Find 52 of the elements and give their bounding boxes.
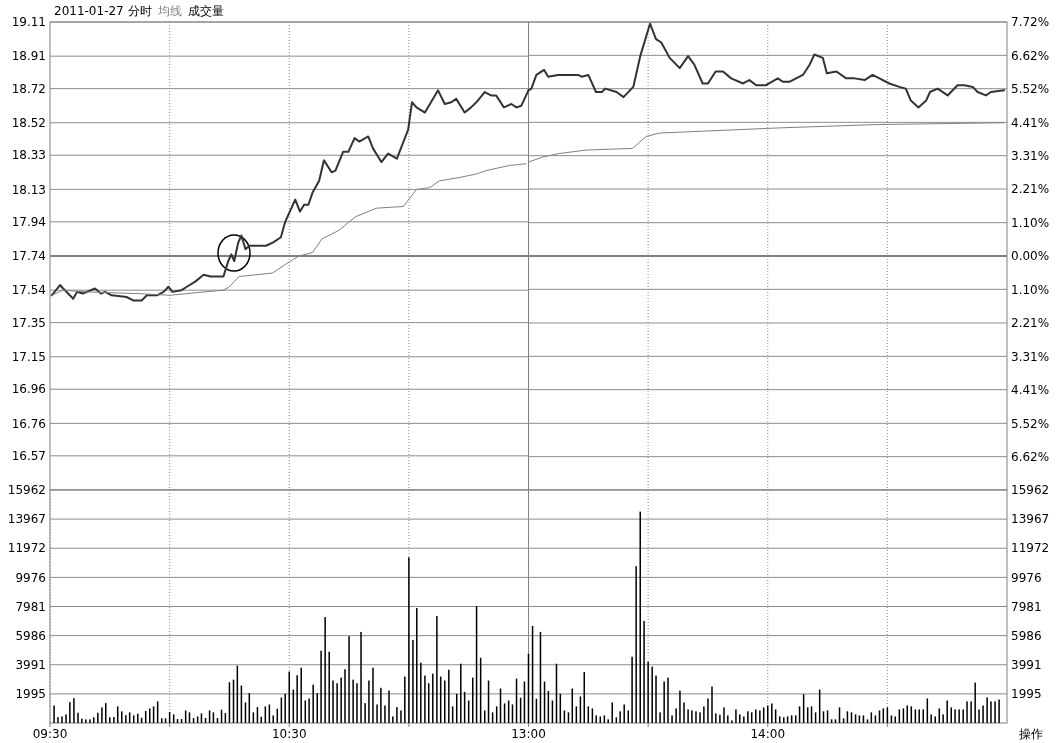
y-tick-label: 15962 bbox=[7, 483, 46, 498]
y-tick-label: 17.35 bbox=[11, 315, 46, 330]
y-tick-label: 11972 bbox=[1011, 541, 1050, 556]
chart-title: 2011-01-27 分时 bbox=[54, 4, 152, 18]
y2-tick-label: 2.21% bbox=[1011, 316, 1050, 331]
y2-tick-label: 7.72% bbox=[1011, 15, 1050, 30]
y2-tick-label: 4.41% bbox=[1011, 115, 1050, 130]
y2-tick-label: 2.21% bbox=[1011, 182, 1050, 197]
x-tick-label: 09:30 bbox=[32, 727, 68, 741]
y-tick-label: 17.15 bbox=[11, 349, 46, 364]
y-tick-label: 11972 bbox=[7, 541, 46, 556]
y2-tick-label: 3.31% bbox=[1011, 349, 1050, 364]
y-tick-label: 18.33 bbox=[11, 148, 46, 163]
y-tick-label: 17.74 bbox=[11, 249, 46, 264]
y2-tick-label: 1.10% bbox=[1011, 215, 1050, 230]
y-tick-label: 1995 bbox=[15, 687, 46, 702]
y2-tick-label: 1.10% bbox=[1011, 282, 1050, 297]
y-tick-label: 13967 bbox=[7, 512, 46, 527]
x-tick-label: 10:30 bbox=[271, 727, 307, 741]
y-tick-label: 18.13 bbox=[11, 182, 46, 197]
y-tick-label: 17.54 bbox=[11, 283, 46, 298]
text: 成交量 bbox=[187, 4, 224, 18]
y-tick-label: 16.57 bbox=[11, 449, 46, 464]
y-tick-label: 3991 bbox=[1011, 657, 1042, 672]
y2-tick-label: 6.62% bbox=[1011, 48, 1050, 63]
y-tick-label: 5986 bbox=[15, 628, 46, 643]
y-tick-label: 17.94 bbox=[11, 215, 46, 230]
y-tick-label: 19.11 bbox=[11, 15, 46, 30]
y-tick-label: 18.72 bbox=[11, 81, 46, 96]
y-tick-label: 7981 bbox=[1011, 599, 1042, 614]
y-tick-label: 7981 bbox=[15, 599, 46, 614]
text: 均线 bbox=[156, 4, 182, 18]
y2-tick-label: 5.52% bbox=[1011, 416, 1050, 431]
y-tick-label: 18.52 bbox=[11, 115, 46, 130]
y2-tick-label: 3.31% bbox=[1011, 148, 1050, 163]
y-tick-label: 16.76 bbox=[11, 416, 46, 431]
text: 操作 bbox=[1019, 727, 1043, 741]
y-tick-label: 16.96 bbox=[11, 382, 46, 397]
x-tick-label: 14:00 bbox=[750, 727, 786, 741]
y-tick-label: 5986 bbox=[1011, 628, 1042, 643]
y2-tick-label: 0.00% bbox=[1011, 249, 1050, 264]
y-tick-label: 18.91 bbox=[11, 49, 46, 64]
y-tick-label: 15962 bbox=[1011, 483, 1050, 498]
y-tick-label: 13967 bbox=[1011, 512, 1050, 527]
y-tick-label: 9976 bbox=[15, 570, 46, 585]
y-tick-label: 9976 bbox=[1011, 570, 1042, 585]
y2-tick-label: 6.62% bbox=[1011, 449, 1050, 464]
x-tick-label: 13:00 bbox=[511, 727, 546, 741]
y-tick-label: 3991 bbox=[15, 657, 46, 672]
y-tick-label: 1995 bbox=[1011, 687, 1042, 702]
y2-tick-label: 4.41% bbox=[1011, 382, 1050, 397]
y2-tick-label: 5.52% bbox=[1011, 81, 1050, 96]
